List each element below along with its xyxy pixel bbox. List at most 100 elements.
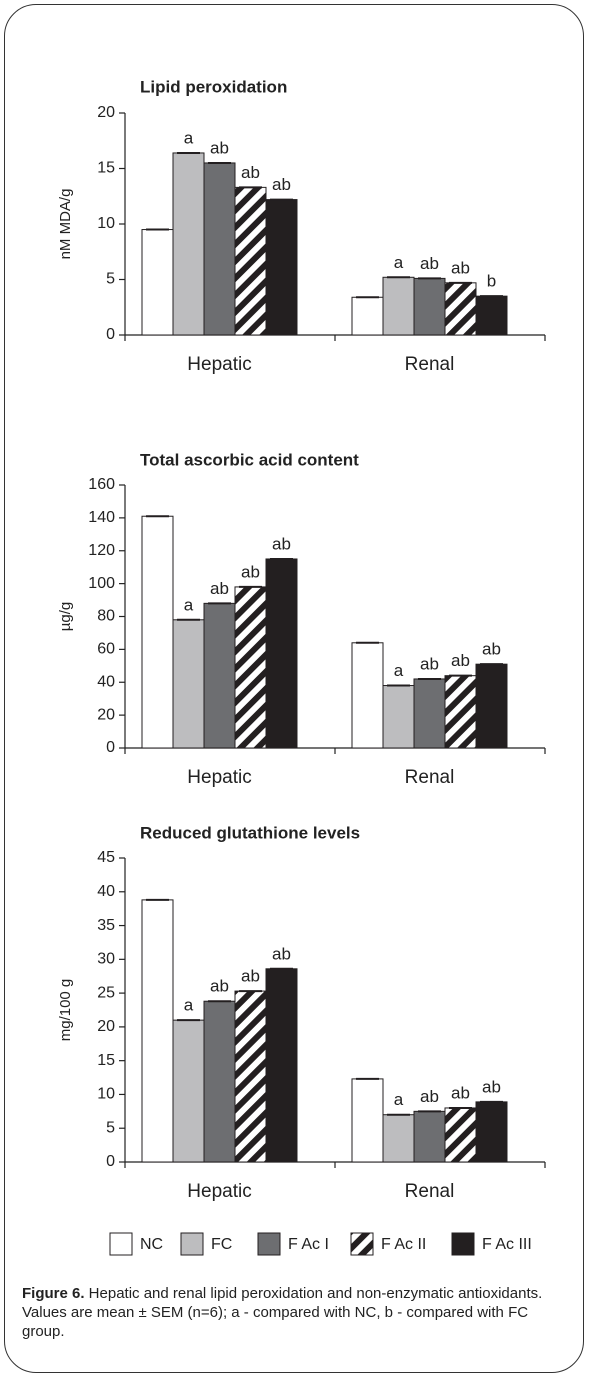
bar (203, 602, 236, 749)
y-tick-label: 60 (97, 641, 115, 658)
x-tick-label: Hepatic (187, 354, 251, 375)
legend-swatch (109, 1232, 133, 1256)
significance-label: ab (420, 254, 439, 273)
bar (234, 186, 267, 336)
y-tick-label: 160 (88, 476, 115, 493)
significance-label: ab (482, 1077, 501, 1096)
significance-label: ab (420, 654, 439, 673)
bar (172, 619, 205, 749)
legend-label: NC (140, 1236, 163, 1253)
bar (141, 229, 174, 336)
caption-label: Figure 6. (22, 1285, 85, 1302)
x-tick-label: Renal (405, 767, 455, 788)
y-tick-label: 15 (97, 160, 115, 177)
y-tick-label: 40 (97, 673, 115, 690)
bar (382, 1114, 415, 1163)
bar (234, 586, 267, 749)
x-tick-label: Renal (405, 1181, 455, 1202)
y-tick-label: 80 (97, 608, 115, 625)
bar (265, 558, 298, 749)
y-tick-label: 20 (97, 706, 115, 723)
significance-label: ab (241, 562, 260, 581)
y-tick-label: 30 (97, 951, 115, 968)
caption: Figure 6. Hepatic and renal lipid peroxi… (22, 1284, 574, 1341)
y-axis-label: nM MDA/g (57, 189, 74, 260)
bar (413, 1110, 446, 1163)
chart-title: Lipid peroxidation (140, 77, 287, 96)
significance-label: ab (241, 163, 260, 182)
significance-label: ab (420, 1087, 439, 1106)
legend-swatch (257, 1232, 281, 1256)
significance-label: ab (451, 651, 470, 670)
bar (475, 663, 508, 749)
caption-text: Hepatic and renal lipid peroxidation and… (22, 1285, 543, 1340)
significance-label: a (394, 661, 404, 680)
bar (172, 152, 205, 336)
significance-label: a (394, 253, 404, 272)
y-tick-label: 10 (97, 215, 115, 232)
bar (203, 162, 236, 336)
bar (172, 1019, 205, 1163)
y-tick-label: 100 (88, 575, 115, 592)
bar (234, 990, 267, 1163)
bar (141, 899, 174, 1163)
y-axis-label: mg/100 g (57, 979, 74, 1042)
x-tick-label: Hepatic (187, 1181, 251, 1202)
y-tick-label: 0 (106, 739, 115, 756)
significance-label: a (184, 996, 194, 1015)
legend-label: FC (211, 1236, 232, 1253)
figure-frame (4, 4, 584, 1373)
y-tick-label: 10 (97, 1086, 115, 1103)
y-tick-label: 5 (106, 271, 115, 288)
y-tick-label: 0 (106, 326, 115, 343)
significance-label: ab (272, 944, 291, 963)
significance-label: a (184, 128, 194, 147)
significance-label: a (184, 595, 194, 614)
bar (265, 968, 298, 1163)
y-tick-label: 20 (97, 1018, 115, 1035)
significance-label: ab (272, 175, 291, 194)
significance-label: b (487, 272, 496, 291)
x-tick-label: Hepatic (187, 767, 251, 788)
y-tick-label: 25 (97, 984, 115, 1001)
bar (444, 282, 477, 336)
legend-swatch (451, 1232, 475, 1256)
bar (382, 276, 415, 336)
bar (475, 295, 508, 336)
significance-label: ab (210, 977, 229, 996)
bar (141, 515, 174, 749)
bar (351, 296, 384, 336)
y-tick-label: 15 (97, 1052, 115, 1069)
y-tick-label: 35 (97, 917, 115, 934)
significance-label: ab (451, 258, 470, 277)
y-tick-label: 120 (88, 542, 115, 559)
bar (351, 642, 384, 749)
significance-label: ab (272, 534, 291, 553)
y-tick-label: 20 (97, 104, 115, 121)
y-tick-label: 45 (97, 849, 115, 866)
significance-label: ab (210, 579, 229, 598)
legend-label: F Ac III (482, 1236, 532, 1253)
y-axis-label: µg/g (57, 602, 74, 632)
y-tick-label: 5 (106, 1119, 115, 1136)
significance-label: a (394, 1090, 404, 1109)
chart-title: Reduced glutathione levels (140, 823, 360, 842)
bar (351, 1078, 384, 1163)
legend-label: F Ac I (288, 1236, 329, 1253)
bar (203, 1000, 236, 1163)
significance-label: ab (241, 967, 260, 986)
significance-label: ab (210, 138, 229, 157)
bar (382, 685, 415, 749)
y-tick-label: 40 (97, 883, 115, 900)
bar (265, 199, 298, 336)
significance-label: ab (451, 1083, 470, 1102)
bar (444, 1107, 477, 1163)
chart-title: Total ascorbic acid content (140, 450, 359, 469)
bar (444, 675, 477, 749)
bar (413, 678, 446, 749)
significance-label: ab (482, 640, 501, 659)
legend-label: F Ac II (381, 1236, 426, 1253)
y-tick-label: 140 (88, 509, 115, 526)
bar (413, 277, 446, 336)
